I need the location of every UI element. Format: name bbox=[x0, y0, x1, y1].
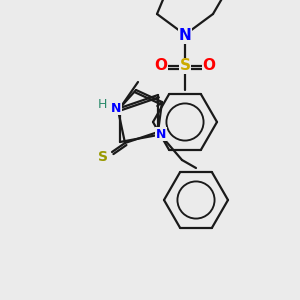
Text: H: H bbox=[97, 98, 107, 110]
Text: N: N bbox=[156, 128, 166, 140]
Text: N: N bbox=[111, 101, 121, 115]
Text: S: S bbox=[179, 58, 191, 74]
Text: O: O bbox=[154, 58, 167, 74]
Text: O: O bbox=[202, 58, 215, 74]
Text: S: S bbox=[98, 150, 108, 164]
Text: N: N bbox=[178, 28, 191, 44]
